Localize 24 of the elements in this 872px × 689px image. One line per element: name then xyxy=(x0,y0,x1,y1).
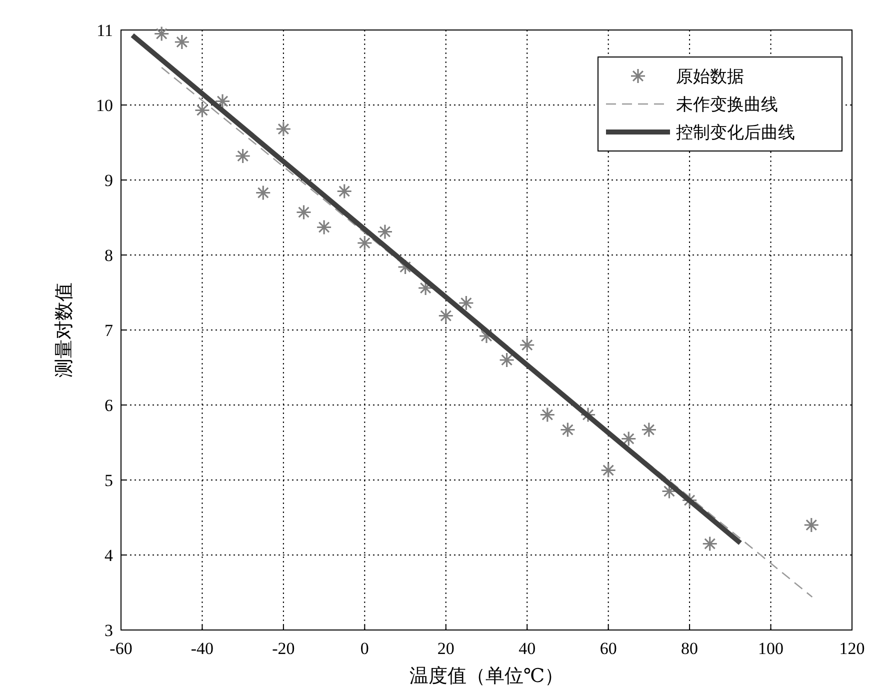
legend-label: 未作变换曲线 xyxy=(676,95,778,114)
x-tick-label: -20 xyxy=(272,639,295,658)
x-tick-label: 60 xyxy=(600,639,617,658)
x-axis-title: 温度值（单位℃） xyxy=(409,665,564,687)
x-tick-label: 0 xyxy=(360,639,369,658)
y-tick-label: 6 xyxy=(104,396,113,415)
legend-label: 控制变化后曲线 xyxy=(676,123,795,142)
x-tick-label: 80 xyxy=(681,639,698,658)
y-tick-label: 10 xyxy=(96,96,113,115)
x-tick-label: -60 xyxy=(110,639,132,658)
y-tick-label: 7 xyxy=(104,321,114,340)
y-tick-label: 9 xyxy=(104,171,113,190)
x-tick-label: 20 xyxy=(437,639,454,658)
y-tick-label: 11 xyxy=(96,21,113,40)
y-tick-label: 5 xyxy=(104,471,113,490)
x-tick-label: 120 xyxy=(839,639,865,658)
y-tick-label: 3 xyxy=(104,621,113,640)
y-tick-label: 4 xyxy=(104,546,114,565)
y-tick-label: 8 xyxy=(104,246,113,265)
x-tick-label: -40 xyxy=(190,639,214,658)
y-axis-title: 测量对数值 xyxy=(54,282,75,378)
x-tick-label: 100 xyxy=(758,639,784,658)
legend-label: 原始数据 xyxy=(676,67,744,86)
x-tick-label: 40 xyxy=(518,639,536,658)
